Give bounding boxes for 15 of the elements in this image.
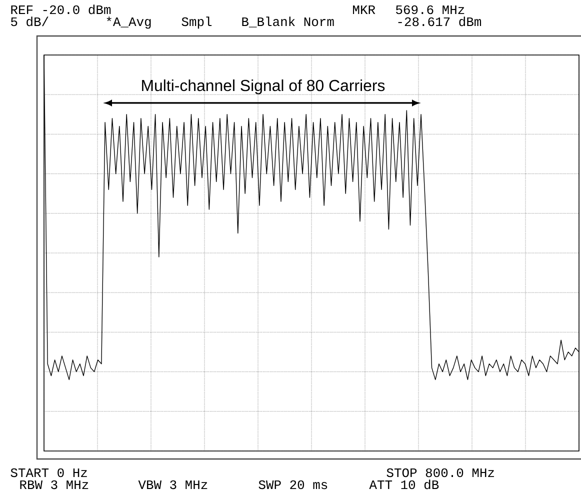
text: ATT 10 dB <box>369 480 439 490</box>
text: RBW 3 MHz <box>20 480 88 490</box>
text: START 0 Hz <box>10 468 87 478</box>
text: STOP 800.0 MHz <box>386 468 494 478</box>
text: B_Blank Norm <box>242 16 334 28</box>
text: 5 dB/ <box>11 16 48 26</box>
text: SWP 20 ms <box>258 480 328 490</box>
text: VBW 3 MHz <box>138 480 208 490</box>
text: Smpl <box>182 16 212 29</box>
text: REF -20.0 dBm <box>11 4 111 14</box>
text: -28.617 dBm <box>398 16 482 26</box>
text: Multi-channel Signal of 80 Carriers <box>142 79 385 94</box>
text: MKR <box>353 5 376 14</box>
text: *A_Avg <box>106 16 151 29</box>
text: 569.6 MHz <box>396 5 464 14</box>
